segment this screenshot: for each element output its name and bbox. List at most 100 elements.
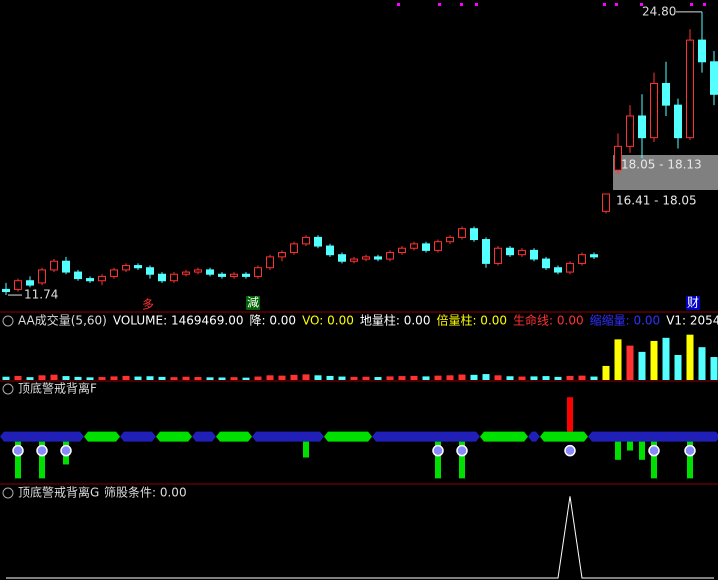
candle-body [386, 252, 394, 260]
candle-body [14, 280, 22, 290]
candle-body [110, 269, 118, 277]
marker: 财 [687, 296, 699, 310]
volume-bar [182, 376, 190, 380]
candle-body [98, 275, 106, 282]
candle-body [434, 241, 442, 251]
signal-bar [615, 441, 621, 460]
collapse-icon[interactable] [2, 487, 14, 499]
volume-bar [350, 376, 358, 380]
alert-icon [36, 444, 48, 457]
collapse-icon[interactable] [2, 315, 14, 327]
volume-bar [398, 376, 406, 380]
volume-bar [614, 339, 622, 380]
alert-icon [648, 444, 660, 457]
candle-body [230, 273, 238, 277]
volume-bar [326, 375, 334, 380]
candle-body [314, 236, 322, 247]
alert-icon [12, 444, 24, 457]
candle-body [650, 82, 658, 139]
alert-icon [564, 444, 576, 457]
candle-body [506, 247, 514, 256]
tooltip: 16.41 - 18.05 [616, 194, 697, 208]
alert-icon [684, 444, 696, 457]
volume-bar [170, 377, 178, 380]
candle-body [266, 256, 274, 269]
signal-bar [303, 441, 309, 458]
candle-body [242, 273, 250, 277]
price-label: 11.74 [24, 288, 58, 302]
volume-bar [386, 376, 394, 380]
volume-bar [122, 375, 130, 380]
volume-bar [554, 376, 562, 380]
candle-body [638, 115, 646, 139]
volume-bar [542, 376, 550, 380]
state-band [156, 431, 192, 442]
tooltip-box [613, 155, 718, 190]
state-band [528, 431, 540, 442]
panel-header: 降: 0.00 [249, 314, 296, 328]
volume-bar [674, 355, 682, 380]
volume-bar [650, 340, 658, 380]
candle-body [398, 247, 406, 254]
candle-body [134, 265, 142, 269]
panel-header: VOLUME: 1469469.00 [113, 314, 244, 328]
marker-bg [686, 296, 700, 310]
volume-bar [566, 375, 574, 380]
volume-bar [602, 365, 610, 380]
volume-bar [626, 345, 634, 380]
volume-bar [290, 374, 298, 380]
candle-body [458, 228, 466, 238]
candle-body [686, 39, 694, 139]
volume-bar [134, 376, 142, 380]
volume-bar [266, 375, 274, 380]
volume-bar [62, 376, 70, 380]
volume-bar [38, 375, 46, 380]
candle-body [50, 260, 58, 271]
volume-bar [590, 376, 598, 380]
volume-bar [434, 375, 442, 380]
volume-bar [698, 347, 706, 380]
marker: 減 [247, 295, 259, 310]
candle-body [326, 245, 334, 256]
volume-bar [506, 376, 514, 380]
candle-body [290, 243, 298, 254]
panel-header: AA成交量(5,60) [18, 313, 107, 328]
collapse-icon[interactable] [2, 383, 14, 395]
candle-body [254, 267, 262, 277]
candle-body [674, 104, 682, 139]
volume-bar [86, 377, 94, 380]
tooltip: 18.05 - 18.13 [621, 158, 702, 172]
marker-bg [246, 296, 260, 310]
volume-bar [530, 376, 538, 380]
volume-bar [422, 376, 430, 380]
state-band [84, 431, 120, 442]
volume-bar [686, 334, 694, 380]
signal-bar [687, 441, 693, 479]
candle-body [626, 115, 634, 147]
volume-bar [638, 351, 646, 380]
candle-body [578, 254, 586, 264]
candle-body [302, 236, 310, 245]
volume-bar [158, 376, 166, 380]
candle-body [170, 273, 178, 282]
volume-bar [482, 374, 490, 380]
candle-body [122, 265, 130, 271]
candle-body [470, 228, 478, 241]
panel-header: 缩缩量: 0.00 [590, 313, 661, 328]
panel-header: 倍量柱: 0.00 [436, 313, 507, 328]
state-band [372, 431, 480, 442]
volume-bar [242, 377, 250, 380]
price-label: 24.80 [642, 4, 676, 18]
volume-bar [14, 375, 22, 380]
candle-body [338, 254, 346, 262]
state-band [588, 431, 718, 442]
candle-body [554, 267, 562, 273]
candle-body [158, 273, 166, 282]
candle-body [194, 269, 202, 273]
candle-body [602, 193, 610, 212]
state-band [540, 431, 588, 442]
volume-bar [74, 376, 82, 380]
signal-bar [627, 441, 633, 451]
volume-bar [314, 375, 322, 380]
decor [397, 3, 706, 6]
